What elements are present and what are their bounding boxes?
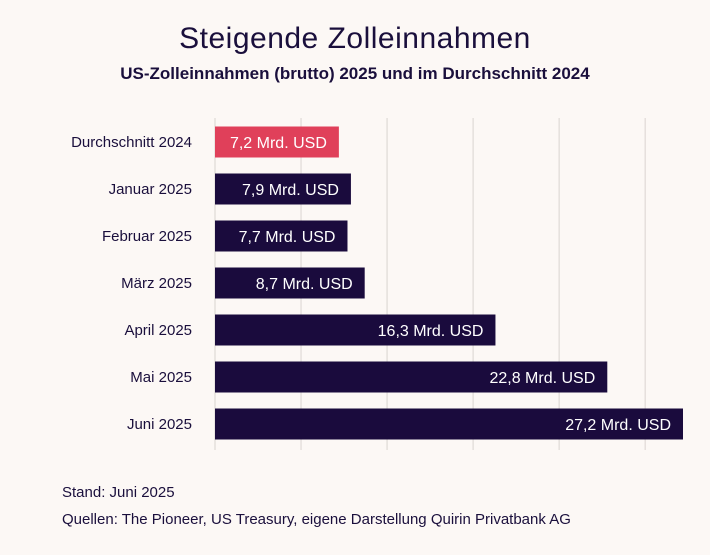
value-label: 22,8 Mrd. USD	[489, 370, 595, 387]
bar	[215, 173, 351, 205]
bar	[215, 408, 683, 440]
category-label: Juni 2025	[127, 416, 192, 433]
value-label: 7,7 Mrd. USD	[239, 229, 336, 246]
bar-chart: Durchschnitt 2024 7,2 Mrd. USD Januar 2025…	[71, 118, 683, 450]
bar	[215, 267, 365, 299]
chart-subtitle: US-Zolleinnahmen (brutto) 2025 und im Du…	[120, 64, 590, 83]
value-label: 16,3 Mrd. USD	[378, 323, 484, 340]
category-label: Februar 2025	[102, 228, 192, 245]
category-label: April 2025	[124, 322, 192, 339]
bar	[215, 314, 496, 346]
sources-note: Quellen: The Pioneer, US Treasury, eigen…	[62, 511, 571, 528]
category-label: März 2025	[121, 275, 192, 292]
value-label: 27,2 Mrd. USD	[565, 417, 671, 434]
chart-title: Steigende Zolleinnahmen	[179, 22, 531, 55]
value-label: 7,9 Mrd. USD	[242, 182, 339, 199]
stand-note: Stand: Juni 2025	[62, 484, 175, 501]
bar	[215, 220, 348, 252]
value-label: 7,2 Mrd. USD	[230, 135, 327, 152]
value-label: 8,7 Mrd. USD	[256, 276, 353, 293]
category-label: Mai 2025	[130, 369, 192, 386]
category-label: Durchschnitt 2024	[71, 134, 192, 151]
category-label: Januar 2025	[109, 181, 192, 198]
bar	[215, 126, 339, 158]
bar	[215, 361, 608, 393]
